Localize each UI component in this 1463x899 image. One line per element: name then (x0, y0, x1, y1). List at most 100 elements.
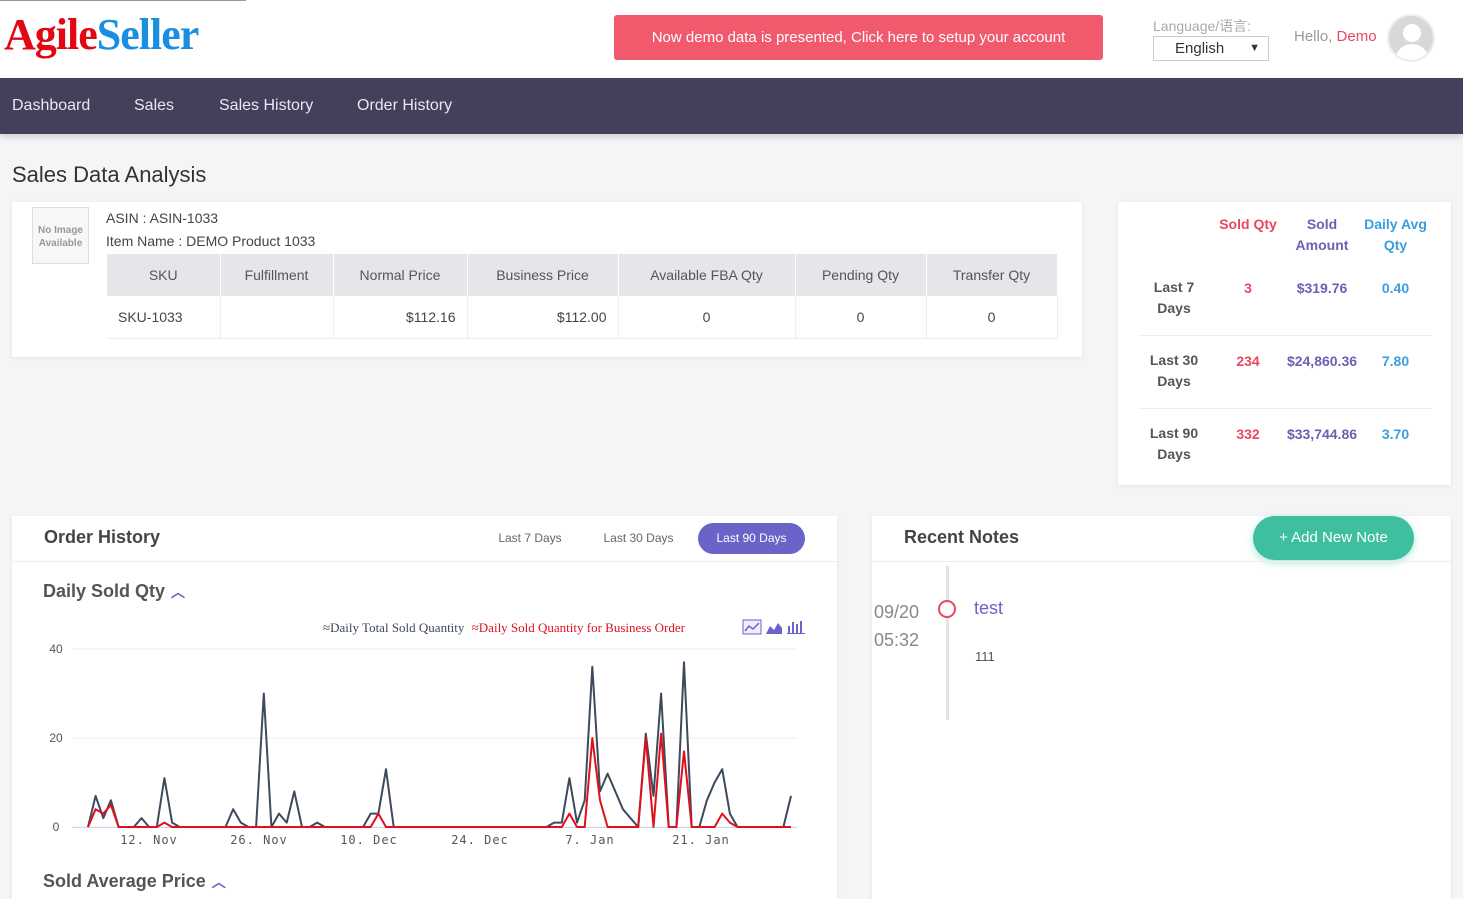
add-new-note-button[interactable]: + Add New Note (1253, 516, 1414, 560)
y-axis: 0 20 40 (49, 642, 63, 834)
sold-average-price-title[interactable]: Sold Average Price ︿ (43, 871, 226, 892)
note-body: 111 (975, 649, 995, 664)
series-line-total-sold-qty[interactable] (87, 661, 792, 828)
language-select[interactable]: English ▼ (1153, 36, 1269, 61)
username[interactable]: Demo (1336, 28, 1377, 45)
area-chart-icon[interactable] (766, 623, 782, 634)
summary-divider (1138, 408, 1432, 409)
sales-summary-card: Sold Qty Sold Amount Daily Avg Qty Last … (1118, 202, 1451, 485)
language-label: Language/语言: (1153, 18, 1252, 34)
line-chart-icon[interactable] (742, 619, 762, 635)
notes-timeline (946, 566, 949, 720)
tab-last-30-days[interactable]: Last 30 Days (603, 531, 674, 545)
greeting-text: Hello, (1294, 28, 1333, 45)
product-image-placeholder: No Image Available (32, 207, 89, 264)
summary-header-sold-amount: Sold Amount (1295, 216, 1349, 253)
chevron-up-icon: ︿ (211, 874, 226, 890)
product-table: SKU Fulfillment Normal Price Business Pr… (107, 254, 1058, 339)
legend-line-icon: ≈ (471, 620, 479, 635)
col-normal-price[interactable]: Normal Price (333, 254, 468, 296)
cell-normal-price: $112.16 (333, 296, 468, 339)
x-tick-label: 7. Jan (565, 833, 614, 847)
product-item-name: Item Name : DEMO Product 1033 (106, 233, 316, 249)
logo-part-agile: Agile (4, 10, 98, 59)
table-row: SKU-1033 $112.16 $112.00 0 0 0 (107, 296, 1058, 339)
col-fulfillment[interactable]: Fulfillment (220, 254, 334, 296)
summary-avg-30d: 7.80 (1381, 353, 1410, 369)
y-tick-label: 20 (49, 731, 63, 745)
recent-notes-title: Recent Notes (904, 527, 1020, 547)
sold-average-price-label: Sold Average Price (43, 871, 206, 891)
chart-type-toolbar (742, 619, 805, 635)
cell-pending-qty: 0 (795, 296, 927, 339)
y-tick-label: 40 (49, 642, 63, 656)
demo-setup-banner[interactable]: Now demo data is presented, Click here t… (614, 15, 1103, 60)
timeline-dot-icon (938, 600, 956, 618)
user-greeting: Hello, Demo (1294, 28, 1377, 45)
series-line-business-sold-qty[interactable] (87, 732, 791, 828)
avatar[interactable] (1387, 14, 1435, 62)
summary-divider (1138, 335, 1432, 336)
summary-header-daily-avg-qty: Daily Avg Qty (1364, 216, 1427, 253)
cell-available-fba-qty: 0 (618, 296, 796, 339)
cell-transfer-qty: 0 (926, 296, 1058, 339)
summary-row-label: Last 90 Days (1149, 425, 1199, 462)
legend-total[interactable]: ≈Daily Total Sold Quantity (323, 620, 464, 635)
daily-sold-qty-chart: 0 20 40 12. Nov 26. Nov 10. Dec 24. Dec 7. Jan… (49, 619, 805, 847)
x-tick-label: 10. Dec (340, 833, 398, 847)
note-title[interactable]: test (974, 598, 1004, 618)
summary-qty-30d: 234 (1236, 353, 1260, 369)
product-asin: ASIN : ASIN-1033 (106, 210, 219, 226)
chart-series (87, 661, 792, 828)
summary-amount-30d: $24,860.36 (1286, 353, 1358, 369)
order-history-title: Order History (44, 527, 161, 547)
chevron-up-icon: ︿ (171, 584, 186, 600)
col-sku[interactable]: SKU (107, 254, 221, 296)
note-datetime: 09/20 05:32 (874, 598, 919, 654)
table-header-row: SKU Fulfillment Normal Price Business Pr… (107, 254, 1058, 296)
nav-order-history[interactable]: Order History (357, 97, 453, 114)
summary-qty-90d: 332 (1236, 426, 1260, 442)
chart-legend: ≈Daily Total Sold Quantity ≈Daily Sold Q… (323, 620, 685, 636)
x-tick-label: 12. Nov (120, 833, 178, 847)
y-tick-label: 0 (53, 820, 60, 834)
col-business-price[interactable]: Business Price (467, 254, 619, 296)
summary-header-sold-qty: Sold Qty (1219, 216, 1277, 232)
tab-last-90-days[interactable]: Last 90 Days (698, 523, 805, 554)
legend-total-label: Daily Total Sold Quantity (330, 620, 465, 635)
card-divider (12, 561, 837, 562)
nav-sales-history[interactable]: Sales History (219, 97, 314, 114)
page-title: Sales Data Analysis (12, 162, 207, 187)
summary-row-label: Last 30 Days (1149, 352, 1199, 389)
legend-business[interactable]: ≈Daily Sold Quantity for Business Order (472, 620, 685, 635)
col-pending-qty[interactable]: Pending Qty (795, 254, 927, 296)
avatar-head-icon (1403, 24, 1421, 42)
x-tick-label: 26. Nov (230, 833, 288, 847)
summary-avg-7d: 0.40 (1381, 280, 1410, 296)
recent-notes-card: Recent Notes + Add New Note 09/20 05:32 t… (872, 516, 1451, 899)
col-transfer-qty[interactable]: Transfer Qty (926, 254, 1058, 296)
note-time: 05:32 (874, 630, 920, 650)
summary-amount-90d: $33,744.86 (1286, 426, 1358, 442)
logo-divider (0, 0, 246, 1)
nav-dashboard[interactable]: Dashboard (12, 97, 91, 114)
summary-row-label: Last 7 Days (1153, 279, 1195, 316)
summary-qty-7d: 3 (1244, 280, 1252, 296)
cell-sku: SKU-1033 (107, 296, 221, 339)
product-info-card: No Image Available ASIN : ASIN-1033 Item… (12, 202, 1082, 357)
main-nav: Dashboard Sales Sales History Order Hist… (0, 78, 1463, 134)
note-date: 09/20 (874, 602, 920, 622)
summary-avg-90d: 3.70 (1381, 426, 1410, 442)
daily-sold-qty-title[interactable]: Daily Sold Qty ︿ (43, 581, 185, 602)
daily-sold-qty-label: Daily Sold Qty (43, 581, 166, 601)
nav-sales[interactable]: Sales (134, 97, 175, 114)
avatar-body-icon (1395, 44, 1429, 60)
x-tick-label: 21. Jan (672, 833, 730, 847)
col-available-fba-qty[interactable]: Available FBA Qty (618, 254, 796, 296)
cell-fulfillment (220, 296, 334, 339)
x-tick-label: 24. Dec (451, 833, 509, 847)
app-logo[interactable]: AgileSeller (4, 10, 199, 60)
tab-last-7-days[interactable]: Last 7 Days (498, 531, 562, 545)
bar-chart-icon[interactable] (787, 621, 805, 634)
legend-business-label: Daily Sold Quantity for Business Order (478, 620, 685, 635)
